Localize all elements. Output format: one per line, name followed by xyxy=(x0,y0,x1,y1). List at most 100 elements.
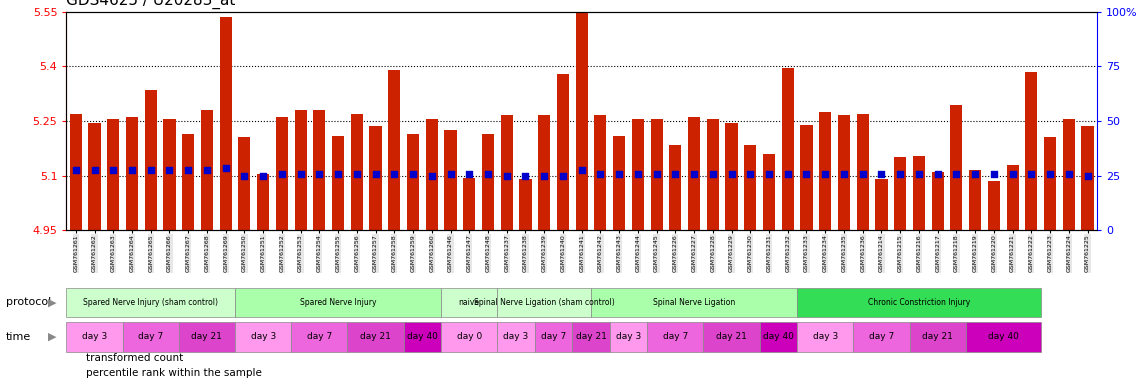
Point xyxy=(423,173,441,179)
Bar xyxy=(932,172,943,230)
Bar xyxy=(444,130,457,230)
Bar xyxy=(164,119,175,230)
Bar xyxy=(256,174,269,230)
Bar xyxy=(220,17,231,230)
Bar xyxy=(759,322,797,352)
Bar xyxy=(856,114,869,230)
Bar xyxy=(913,156,925,230)
Point xyxy=(760,171,779,177)
Point xyxy=(797,171,815,177)
Point xyxy=(366,171,385,177)
Bar xyxy=(535,322,572,352)
Bar xyxy=(782,68,793,230)
Point xyxy=(929,171,947,177)
Bar xyxy=(853,322,909,352)
Bar xyxy=(144,90,157,230)
Bar xyxy=(235,322,291,352)
Point xyxy=(273,171,291,177)
Point xyxy=(1022,171,1041,177)
Point xyxy=(292,171,310,177)
Bar xyxy=(610,322,647,352)
Bar xyxy=(706,119,719,230)
Point xyxy=(685,171,703,177)
Text: ▶: ▶ xyxy=(48,297,56,308)
Bar xyxy=(969,170,981,230)
Bar xyxy=(965,322,1041,352)
Point xyxy=(235,173,253,179)
Point xyxy=(66,167,85,173)
Text: day 3: day 3 xyxy=(616,333,641,341)
Bar xyxy=(703,322,759,352)
Bar xyxy=(126,118,139,230)
Bar xyxy=(572,322,610,352)
Bar xyxy=(388,70,401,230)
Bar xyxy=(108,119,119,230)
Text: day 40: day 40 xyxy=(763,333,793,341)
Bar xyxy=(591,288,797,317)
Bar xyxy=(1025,72,1037,230)
Point xyxy=(629,171,647,177)
Bar xyxy=(797,322,853,352)
Point xyxy=(966,171,985,177)
Bar xyxy=(441,322,497,352)
Bar xyxy=(819,112,831,230)
Text: day 21: day 21 xyxy=(361,333,390,341)
Point xyxy=(516,173,535,179)
Bar xyxy=(294,110,307,230)
Text: day 21: day 21 xyxy=(716,333,747,341)
Bar xyxy=(688,118,700,230)
Bar xyxy=(538,116,551,230)
Point xyxy=(835,171,853,177)
Point xyxy=(741,171,759,177)
Bar xyxy=(763,154,775,230)
Bar xyxy=(347,322,404,352)
Text: day 3: day 3 xyxy=(82,333,108,341)
Bar xyxy=(497,322,535,352)
Point xyxy=(179,167,197,173)
Point xyxy=(647,171,665,177)
Text: Spared Nerve Injury: Spared Nerve Injury xyxy=(300,298,377,307)
Point xyxy=(591,171,609,177)
Bar xyxy=(1044,137,1056,230)
Bar xyxy=(88,123,101,230)
Point xyxy=(1059,171,1077,177)
Bar xyxy=(669,145,681,230)
Bar xyxy=(800,125,813,230)
Text: day 21: day 21 xyxy=(576,333,607,341)
Bar xyxy=(276,118,287,230)
Point xyxy=(142,167,160,173)
Bar xyxy=(332,136,345,230)
Point xyxy=(1041,171,1059,177)
Bar xyxy=(200,110,213,230)
Bar xyxy=(235,288,441,317)
Bar xyxy=(744,145,757,230)
Bar xyxy=(613,136,625,230)
Bar xyxy=(1006,165,1019,230)
Point xyxy=(404,171,423,177)
Bar xyxy=(556,74,569,230)
Text: day 0: day 0 xyxy=(457,333,482,341)
Bar xyxy=(500,116,513,230)
Bar xyxy=(1081,126,1093,230)
Point xyxy=(104,167,123,173)
Text: transformed count: transformed count xyxy=(86,353,183,363)
Point xyxy=(572,167,591,173)
Point xyxy=(86,167,104,173)
Text: naive: naive xyxy=(459,298,480,307)
Bar xyxy=(291,322,347,352)
Text: day 40: day 40 xyxy=(988,333,1019,341)
Bar xyxy=(594,116,607,230)
Bar xyxy=(66,288,235,317)
Text: day 3: day 3 xyxy=(813,333,838,341)
Bar xyxy=(404,322,441,352)
Point xyxy=(666,171,685,177)
Bar xyxy=(441,288,497,317)
Point xyxy=(498,173,516,179)
Bar xyxy=(797,288,1041,317)
Bar xyxy=(238,137,251,230)
Bar xyxy=(406,134,419,230)
Point xyxy=(198,167,216,173)
Point xyxy=(310,171,329,177)
Bar xyxy=(463,177,475,230)
Point xyxy=(853,171,871,177)
